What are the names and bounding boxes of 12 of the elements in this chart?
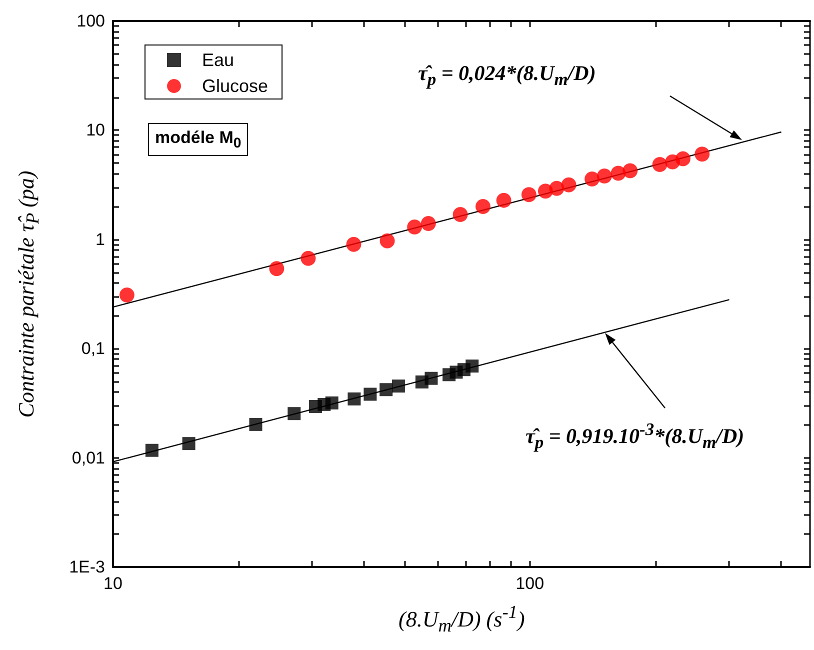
legend-label: Eau bbox=[202, 50, 234, 70]
y-tick-label: 1 bbox=[96, 230, 105, 249]
y-tick-label: 100 bbox=[76, 12, 105, 30]
annotation: τ̂$_{p}$ = 0,024*(8.U$_{m}$/D) bbox=[418, 60, 596, 90]
annotation: modéle M$_{0}$ bbox=[148, 123, 248, 156]
legend-label: Glucose bbox=[202, 76, 268, 96]
y-tick-label: 10 bbox=[86, 120, 105, 140]
y-tick-label: 0,1 bbox=[81, 339, 105, 358]
y-tick-label: 1E-3 bbox=[69, 558, 105, 576]
annotation: τ̂$_{p}$ = 0,919.10$^{-3}$*(8.U$_{m}$/D) bbox=[526, 419, 744, 454]
y-tick-label: 0,01 bbox=[72, 448, 105, 468]
x-axis-title: (8.U$_{m}$/D) (s$^{-1}$) bbox=[398, 602, 525, 637]
